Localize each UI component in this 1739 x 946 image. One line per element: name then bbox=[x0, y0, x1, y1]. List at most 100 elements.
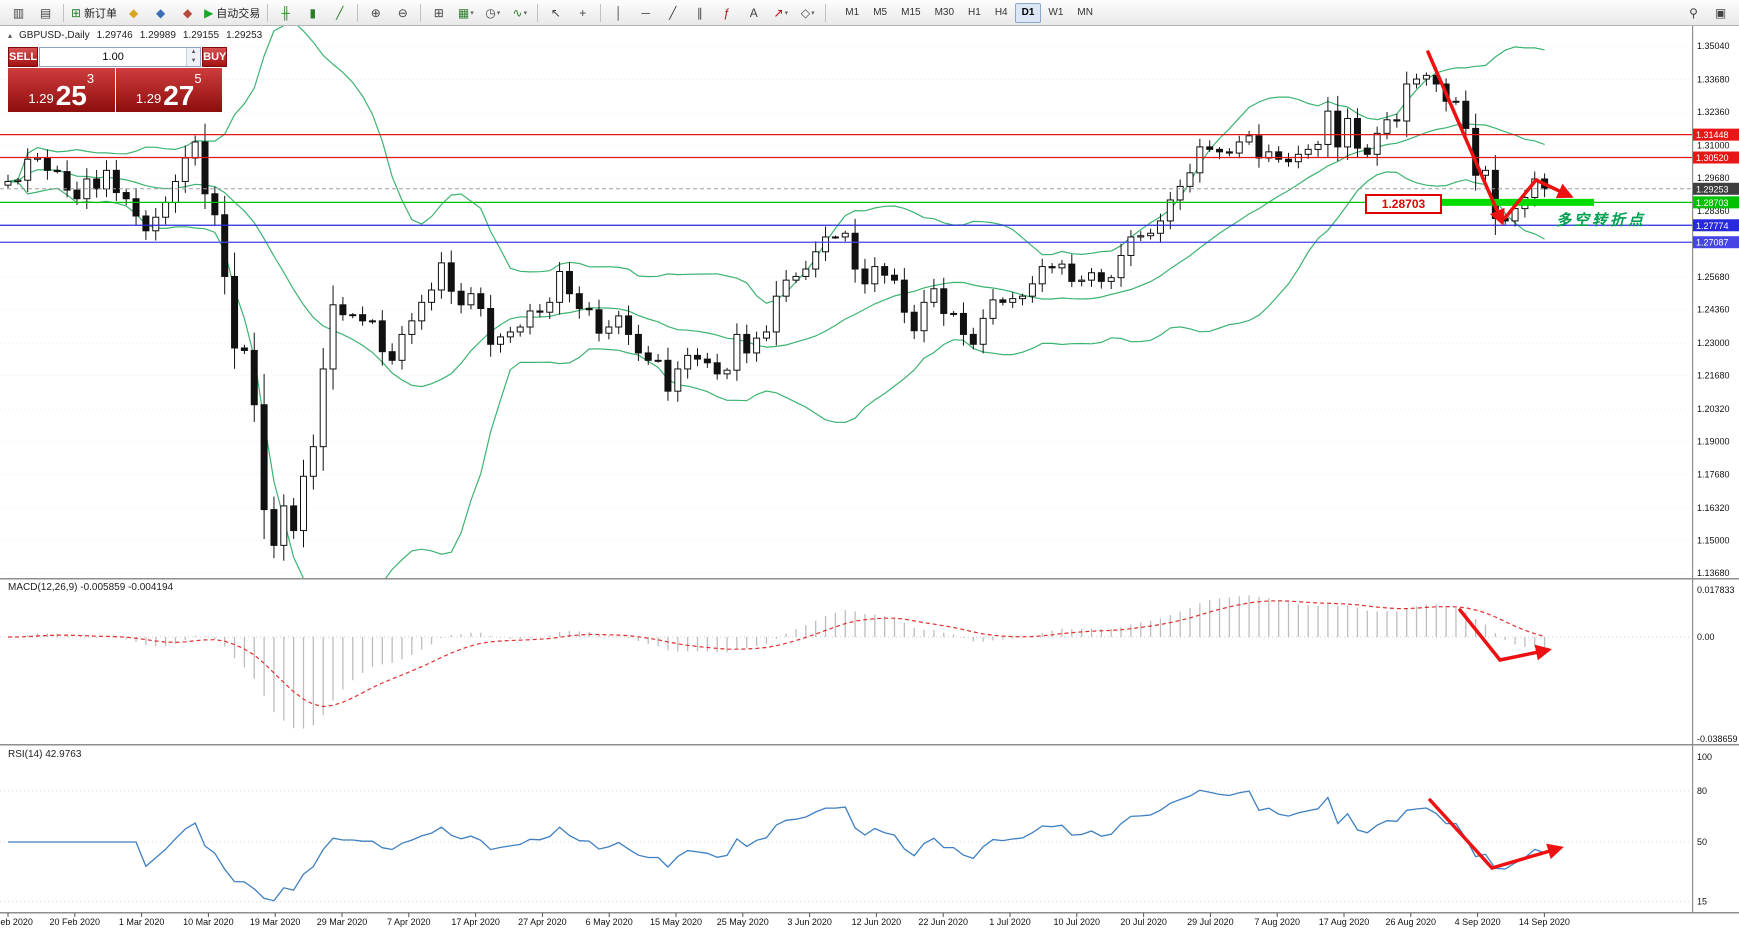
timeframe-h4[interactable]: H4 bbox=[994, 7, 1008, 18]
ohlc-open: 1.29746 bbox=[96, 30, 133, 41]
timeframe-d1[interactable]: D1 bbox=[1014, 2, 1042, 23]
bar-chart-icon: ╫ bbox=[281, 5, 291, 20]
timeframe-mn[interactable]: MN bbox=[1077, 7, 1093, 18]
timeframe-w1[interactable]: W1 bbox=[1048, 7, 1064, 18]
trendline-icon: ╱ bbox=[669, 5, 677, 20]
dropdown-arrow-icon: ▾ bbox=[470, 9, 474, 17]
macd-tick-label: -0.038659 bbox=[1697, 734, 1738, 744]
collapse-panel-icon[interactable]: ▴ bbox=[8, 31, 13, 40]
dropdown-arrow-icon: ▾ bbox=[811, 9, 815, 17]
dropdown-arrow-icon: ▾ bbox=[523, 9, 528, 17]
timeframe-h1[interactable]: H1 bbox=[968, 7, 981, 18]
axis-price-badge: 1.30520 bbox=[1696, 153, 1729, 163]
autotrading-button-label: 自动交易 bbox=[216, 7, 261, 20]
panel-separators bbox=[0, 26, 1739, 914]
text-icon[interactable]: A bbox=[740, 2, 767, 24]
rsi-panel bbox=[0, 789, 1692, 902]
volume-up-icon[interactable]: ▲ bbox=[187, 48, 201, 57]
fibonacci-icon: ƒ bbox=[723, 5, 731, 20]
price-tick-label: 1.13680 bbox=[1697, 568, 1730, 578]
cursor-icon: ↖ bbox=[550, 5, 561, 20]
price-axis[interactable] bbox=[1692, 26, 1739, 912]
market-watch-icon: ◆ bbox=[128, 5, 139, 20]
price-badges: 1.31448 1.30520 1.28703 1.27774 1.27087 1.292… bbox=[1693, 128, 1739, 249]
line-chart-icon[interactable]: ╱ bbox=[326, 2, 353, 24]
new-order-button[interactable]: ⊞ 新订单 bbox=[68, 2, 120, 24]
indicators-icon[interactable]: ∿ ▾ bbox=[506, 2, 533, 24]
date-label: 29 Mar 2020 bbox=[316, 917, 368, 927]
one-click-trading-panel: SELL ▲ ▼ BUY 1.29 25 3 1.29 27 5 bbox=[8, 47, 228, 112]
chart-plot-area[interactable] bbox=[0, 26, 1692, 912]
period-icon: ◷ bbox=[485, 5, 496, 20]
buy-price-pips: 27 bbox=[163, 80, 195, 111]
volume-box: ▲ ▼ bbox=[39, 47, 202, 67]
sell-price-button[interactable]: 1.29 25 3 bbox=[8, 68, 115, 112]
toolbar-separator bbox=[825, 3, 827, 22]
tile-windows-icon: ⊞ bbox=[433, 5, 444, 20]
vertical-line-icon[interactable]: │ bbox=[605, 2, 632, 24]
data-window-icon: ◆ bbox=[155, 5, 166, 20]
volume-down-icon[interactable]: ▼ bbox=[187, 57, 201, 66]
channel-icon[interactable]: ∥ bbox=[686, 2, 713, 24]
sell-button[interactable]: SELL bbox=[8, 47, 39, 67]
volume-input[interactable] bbox=[40, 48, 187, 66]
buy-price-button[interactable]: 1.29 27 5 bbox=[115, 68, 222, 112]
profiles-icon[interactable]: ▤ bbox=[32, 2, 59, 24]
dropdown-arrow-icon: ▾ bbox=[784, 9, 789, 17]
timeframe-m1[interactable]: M1 bbox=[845, 7, 860, 18]
autotrading-button[interactable]: ▶ 自动交易 bbox=[201, 2, 263, 24]
axis-price-badge: 1.28703 bbox=[1696, 198, 1729, 208]
buy-price-prefix: 1.29 bbox=[135, 91, 162, 106]
date-label: 25 May 2020 bbox=[716, 917, 769, 927]
indicators-icon: ∿ bbox=[512, 5, 523, 20]
zoom-out-icon[interactable]: ⊖ bbox=[389, 2, 416, 24]
toolbar-right: ⚲ ▣ bbox=[1680, 2, 1734, 24]
bar-chart-icon[interactable]: ╫ bbox=[272, 2, 299, 24]
timeframe-m15[interactable]: M15 bbox=[901, 7, 921, 18]
search-icon[interactable]: ⚲ bbox=[1689, 5, 1698, 20]
shapes-icon[interactable]: ◇ ▾ bbox=[794, 2, 821, 24]
sell-price-pips: 25 bbox=[55, 80, 87, 111]
toolbar-separator bbox=[420, 3, 422, 22]
arrows-icon[interactable]: ↗ ▾ bbox=[767, 2, 794, 24]
cursor-icon[interactable]: ↖ bbox=[542, 2, 569, 24]
period-icon[interactable]: ◷ ▾ bbox=[479, 2, 506, 24]
macd-tick-label: 0.017833 bbox=[1697, 585, 1735, 595]
date-ticks bbox=[7, 913, 1545, 917]
data-window-icon[interactable]: ◆ bbox=[147, 2, 174, 24]
layout-icon[interactable]: ▣ bbox=[1714, 5, 1727, 20]
new-chart-icon[interactable]: ▦ ▾ bbox=[452, 2, 479, 24]
date-label: 4 Sep 2020 bbox=[1454, 917, 1501, 927]
date-label: 27 Apr 2020 bbox=[518, 917, 567, 927]
chart-window-icon: ▥ bbox=[12, 5, 25, 20]
shapes-icon: ◇ bbox=[800, 5, 811, 20]
symbol-name: GBPUSD-,Daily bbox=[19, 30, 90, 41]
market-watch-icon[interactable]: ◆ bbox=[120, 2, 147, 24]
buy-button[interactable]: BUY bbox=[202, 47, 228, 67]
date-label: 7 Apr 2020 bbox=[387, 917, 431, 927]
chart-window-icon[interactable]: ▥ bbox=[5, 2, 32, 24]
ohlc-close: 1.29253 bbox=[226, 30, 263, 41]
price-tick-label: 1.21680 bbox=[1697, 371, 1730, 381]
crosshair-icon[interactable]: + bbox=[569, 2, 596, 24]
tile-windows-icon[interactable]: ⊞ bbox=[425, 2, 452, 24]
navigator-icon[interactable]: ◆ bbox=[174, 2, 201, 24]
toolbar-separator bbox=[267, 3, 269, 22]
autotrading-button: ▶ bbox=[204, 5, 214, 20]
date-label: 1 Jul 2020 bbox=[989, 917, 1031, 927]
date-label: 10 Mar 2020 bbox=[183, 917, 234, 927]
zoom-out-icon: ⊖ bbox=[397, 5, 408, 20]
horizontal-line-icon: ─ bbox=[641, 5, 651, 20]
zoom-in-icon[interactable]: ⊕ bbox=[362, 2, 389, 24]
fibonacci-icon[interactable]: ƒ bbox=[713, 2, 740, 24]
candlestick-chart-icon[interactable]: ▮ bbox=[299, 2, 326, 24]
buy-price-pipette: 5 bbox=[194, 71, 202, 86]
horizontal-line-icon[interactable]: ─ bbox=[632, 2, 659, 24]
sell-price-prefix: 1.29 bbox=[28, 91, 54, 106]
trendline-icon[interactable]: ╱ bbox=[659, 2, 686, 24]
axis-price-badge: 1.31448 bbox=[1696, 130, 1729, 140]
timeframe-m5[interactable]: M5 bbox=[873, 7, 888, 18]
axis-price-badge: 1.27774 bbox=[1696, 221, 1729, 231]
timeframe-m30[interactable]: M30 bbox=[934, 7, 955, 18]
price-tick-label: 1.24360 bbox=[1697, 305, 1730, 315]
